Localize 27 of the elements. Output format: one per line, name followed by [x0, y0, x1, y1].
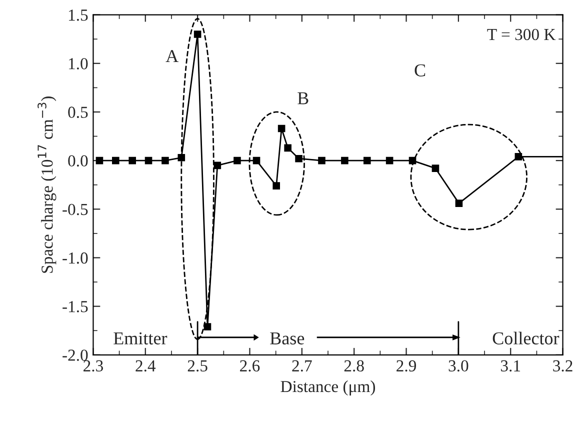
annotation: B: [298, 92, 308, 104]
y-axis-title: Space charge (10$^{17}$ cm$^{−3}$): [38, 96, 56, 273]
x-tick-label: 3.0: [448, 360, 468, 372]
x-tick-label: 2.5: [188, 360, 208, 372]
y-tick-label: -2.0: [62, 350, 88, 361]
x-tick-label: 2.3: [84, 360, 103, 372]
y-tick-label: 0.5: [68, 106, 88, 118]
annotation: A: [166, 50, 178, 62]
annotation: T = 300 K: [487, 28, 556, 40]
y-tick-label: 1.0: [68, 58, 88, 70]
x-tick-label: 2.7: [292, 360, 312, 372]
annotation: Base: [270, 332, 304, 344]
x-tick-label: 3.1: [500, 360, 520, 372]
y-tick-label: 1.5: [68, 10, 88, 21]
annotation: C: [414, 64, 426, 76]
x-tick-label: 2.8: [344, 360, 364, 372]
annotation: Emitter: [114, 332, 168, 344]
x-axis-title: Distance (μm): [280, 380, 376, 396]
x-tick-label: 2.6: [240, 360, 260, 372]
x-tick-label: 2.9: [396, 360, 416, 372]
y-tick-label: -1.5: [62, 301, 88, 312]
y-tick-label: -0.5: [62, 204, 88, 216]
x-tick-label: 3.2: [553, 360, 572, 372]
y-tick-label: 0.0: [68, 155, 88, 167]
annotation: Collector: [492, 332, 560, 344]
y-tick-label: -1.0: [62, 252, 88, 264]
x-tick-label: 2.4: [136, 360, 156, 372]
